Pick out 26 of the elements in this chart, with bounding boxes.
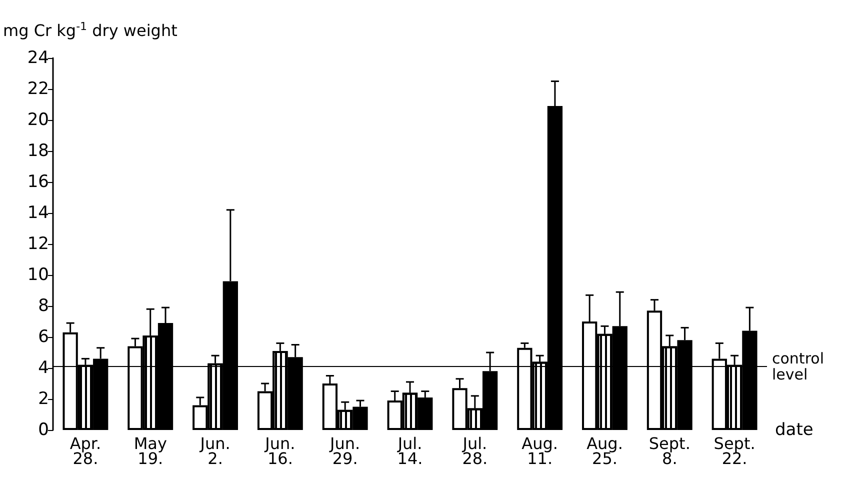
x-tick-label: Aug. 25. — [586, 434, 623, 468]
x-tick-label: Sept. 8. — [648, 434, 690, 468]
x-tick-label: May 19. — [134, 434, 167, 468]
y-tick-label: 12 — [27, 234, 49, 254]
x-tick-label: Sept. 22. — [714, 434, 756, 468]
x-tick-label: Aug. 11. — [522, 434, 558, 468]
x-tick-label: Jun. 29. — [329, 434, 360, 468]
y-tick-label: 4 — [38, 358, 49, 378]
x-tick-label: Jul. 28. — [462, 434, 488, 468]
ref-line-label: control level — [772, 349, 824, 384]
y-tick-label: 20 — [27, 110, 49, 130]
y-tick-label: 0 — [38, 420, 49, 440]
x-tick-label: Jun. 16. — [264, 434, 296, 468]
y-tick-label: 6 — [38, 327, 49, 347]
x-axis-title: date — [775, 420, 814, 440]
y-tick-label: 16 — [27, 172, 49, 192]
y-tick-label: 8 — [38, 296, 49, 316]
y-tick-label: 10 — [27, 265, 49, 285]
y-tick-label: 14 — [27, 203, 49, 223]
x-tick-label: Apr. 28. — [70, 434, 102, 468]
x-tick-label: Jul. 14. — [396, 434, 423, 468]
x-tick-label: Jun. 2. — [199, 434, 230, 468]
y-tick-label: 18 — [27, 141, 49, 161]
y-tick-label: 24 — [27, 48, 49, 68]
y-tick-label: 22 — [27, 79, 49, 99]
y-tick-label: 2 — [38, 389, 49, 409]
